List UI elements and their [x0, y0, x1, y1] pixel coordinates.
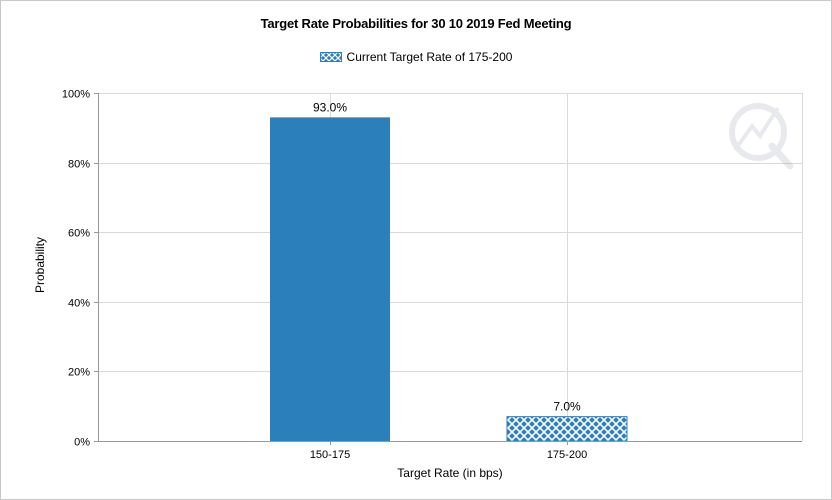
y-tick-label: 100%	[62, 89, 90, 101]
bar-data-label: 93.0%	[313, 100, 347, 114]
y-tick-label: 60%	[68, 228, 90, 240]
y-tick-label: 80%	[68, 159, 90, 171]
y-tick-label: 20%	[68, 367, 90, 379]
legend-label: Current Target Rate of 175-200	[346, 50, 513, 64]
bar-150-175	[270, 117, 390, 442]
y-tick-label: 40%	[68, 298, 90, 310]
chart-title: Target Rate Probabilities for 30 10 2019…	[260, 16, 572, 31]
legend-swatch-hatched	[319, 52, 342, 62]
y-tick-label: 0%	[74, 437, 90, 449]
x-axis-label: Target Rate (in bps)	[397, 466, 503, 480]
bar-data-label: 7.0%	[553, 400, 581, 414]
chart-legend: Current Target Rate of 175-200	[0, 50, 832, 64]
x-tick-label: 150-175	[310, 449, 350, 461]
watermark-logo-icon	[729, 103, 794, 170]
bar-175-200	[506, 416, 628, 442]
x-tick-label: 175-200	[547, 449, 587, 461]
